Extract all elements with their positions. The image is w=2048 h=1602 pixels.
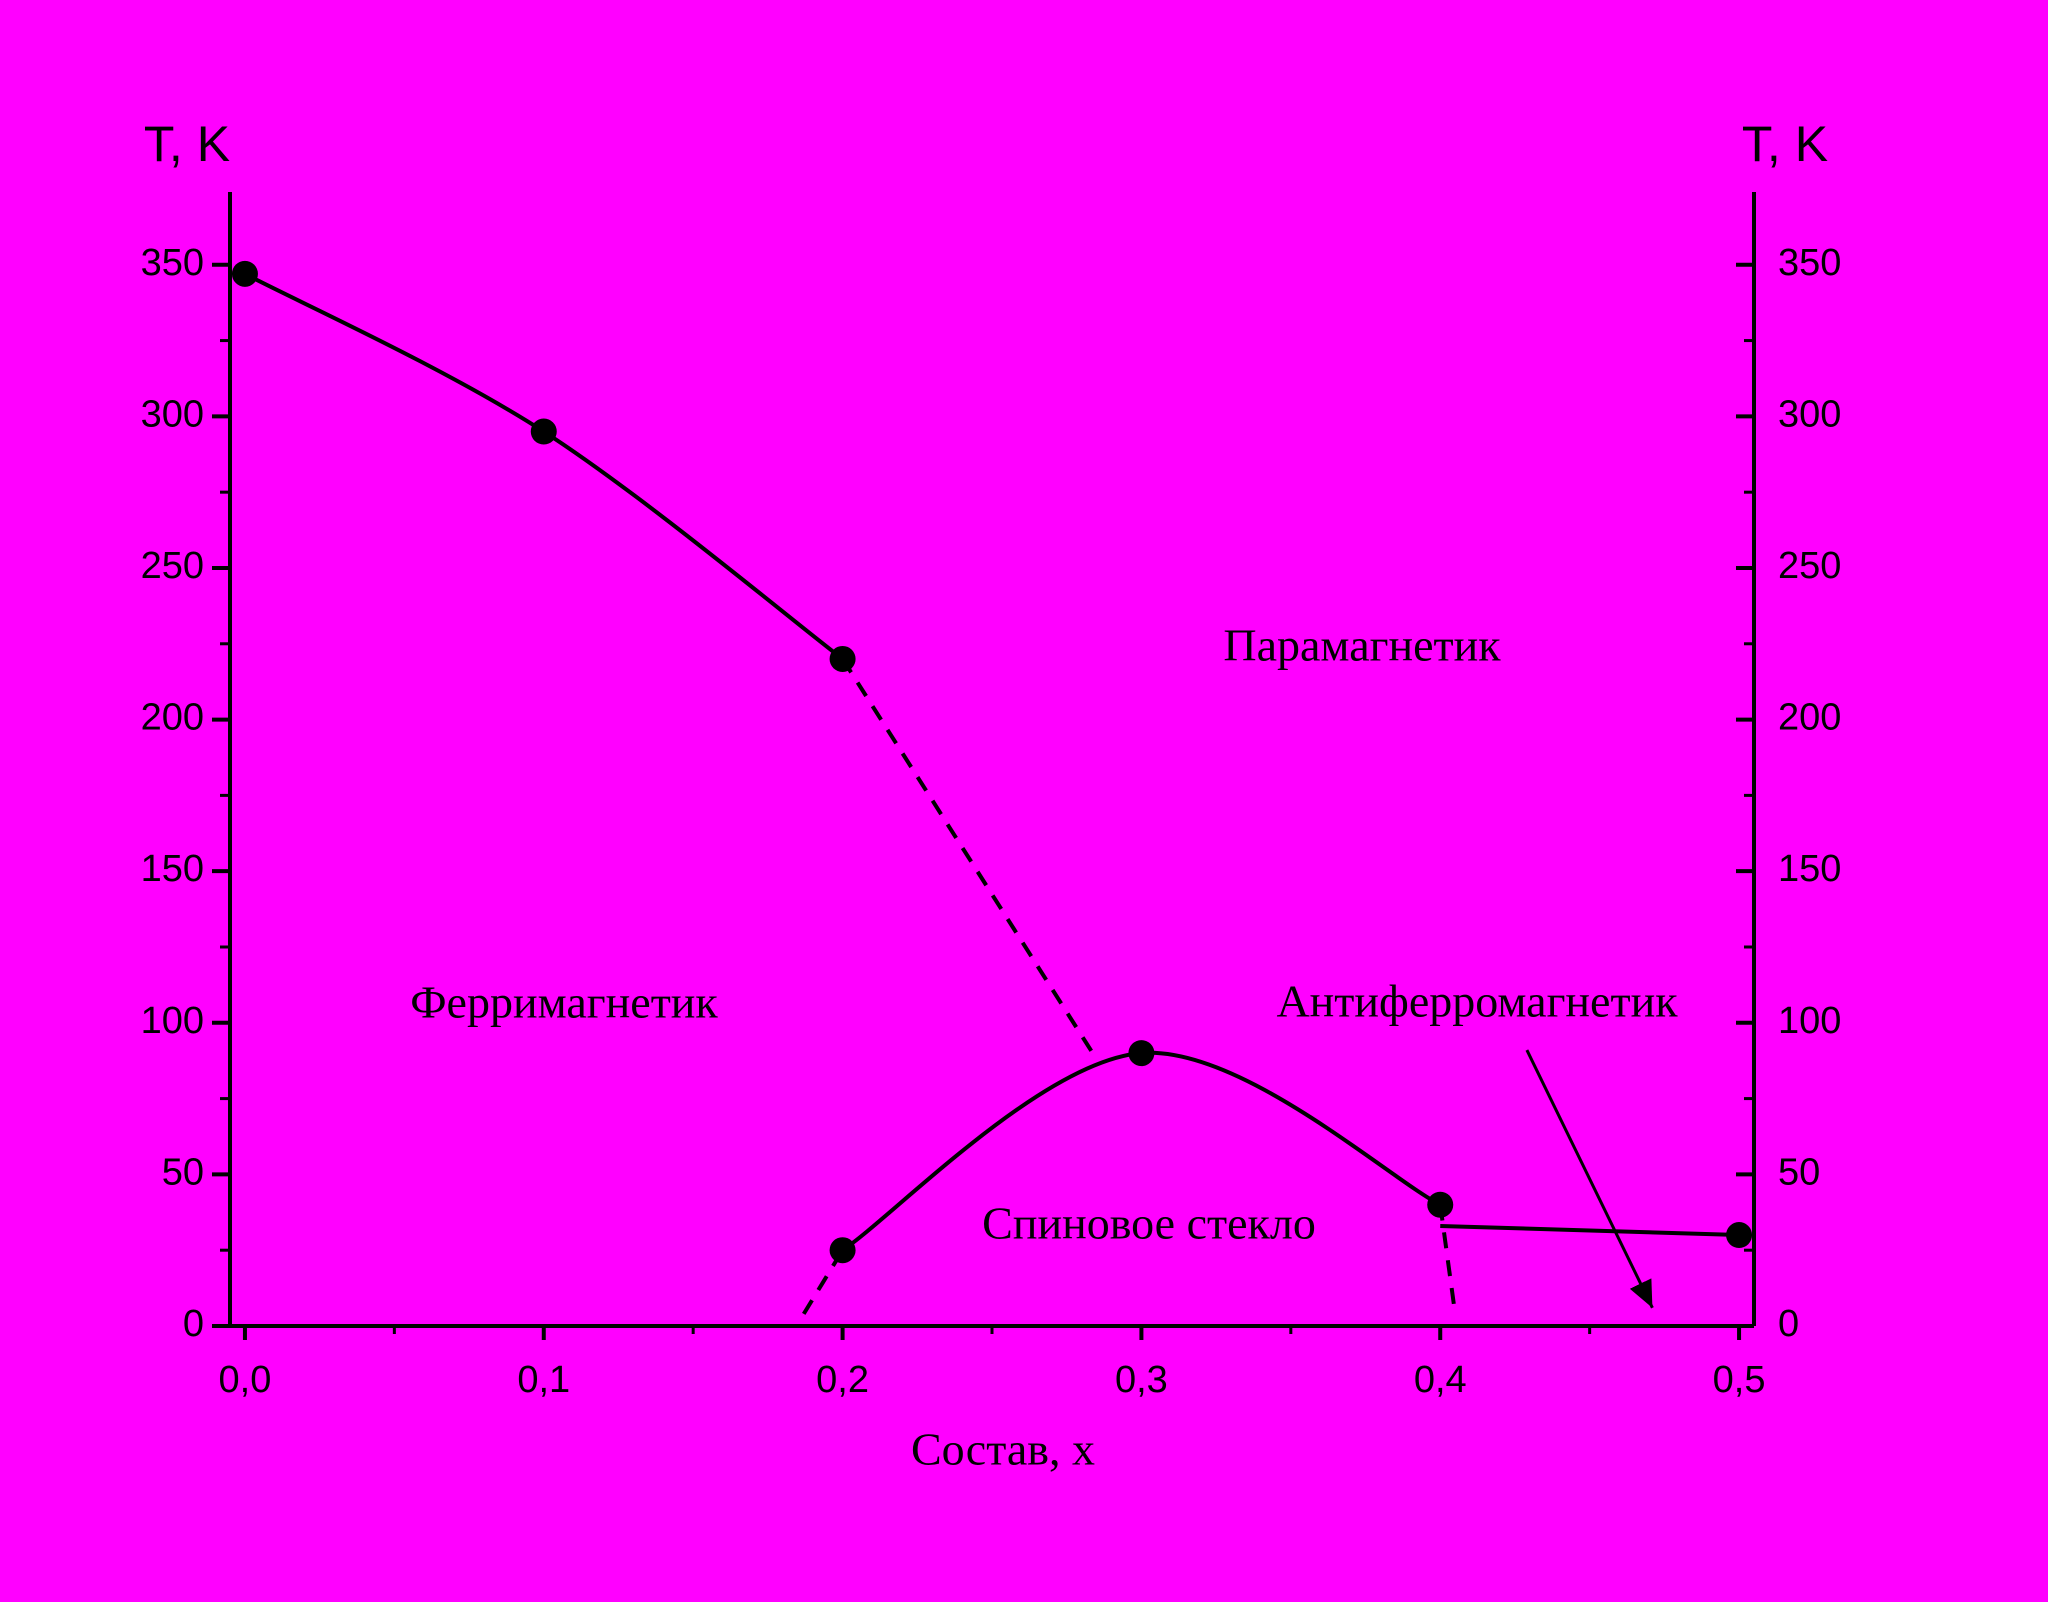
- data-point: [829, 645, 856, 672]
- x-tick-label: 0,3: [1115, 1359, 1168, 1401]
- x-tick-label: 0,0: [219, 1359, 272, 1401]
- x-tick-label: 0,2: [816, 1359, 869, 1401]
- data-point: [1726, 1222, 1753, 1249]
- y2-tick-label: 50: [1778, 1151, 1820, 1193]
- data-point: [1128, 1040, 1155, 1067]
- y-tick-label: 250: [141, 545, 204, 587]
- data-point: [829, 1237, 856, 1264]
- y2-tick-label: 150: [1778, 848, 1841, 890]
- annotation: Антиферромагнетик: [1276, 976, 1678, 1027]
- y-tick-label: 150: [141, 848, 204, 890]
- y2-tick-label: 200: [1778, 697, 1841, 739]
- dashed-curve: [840, 657, 1099, 1061]
- y-tick-label: 100: [141, 1000, 204, 1042]
- x-tick-label: 0,5: [1713, 1359, 1766, 1401]
- y2-tick-label: 350: [1778, 242, 1841, 284]
- curve: [1440, 1223, 1740, 1238]
- data-point: [231, 260, 258, 287]
- y2-tick-label: 300: [1778, 393, 1841, 435]
- y2-axis-label: T, K: [1742, 116, 1828, 172]
- x-axis-label: Состав, x: [911, 1424, 1095, 1475]
- annotation: Спиновое стекло: [982, 1198, 1316, 1249]
- y-tick-label: 350: [141, 242, 204, 284]
- y2-tick-label: 100: [1778, 1000, 1841, 1042]
- y-axis-label: T, K: [144, 116, 230, 172]
- y-tick-label: 300: [141, 393, 204, 435]
- y-tick-label: 50: [162, 1151, 204, 1193]
- x-tick-label: 0,1: [517, 1359, 570, 1401]
- curve: [244, 272, 844, 661]
- data-point: [1427, 1191, 1454, 1218]
- data-point: [530, 418, 557, 445]
- y-tick-label: 0: [183, 1303, 204, 1345]
- y-tick-label: 200: [141, 697, 204, 739]
- annotation: Парамагнетик: [1223, 620, 1501, 671]
- annotation: Ферримагнетик: [410, 977, 718, 1028]
- annotation-arrow: [1525, 1049, 1654, 1309]
- x-tick-label: 0,4: [1414, 1359, 1467, 1401]
- dashed-curve: [1438, 1204, 1458, 1315]
- y2-tick-label: 250: [1778, 545, 1841, 587]
- y2-tick-label: 0: [1778, 1303, 1799, 1345]
